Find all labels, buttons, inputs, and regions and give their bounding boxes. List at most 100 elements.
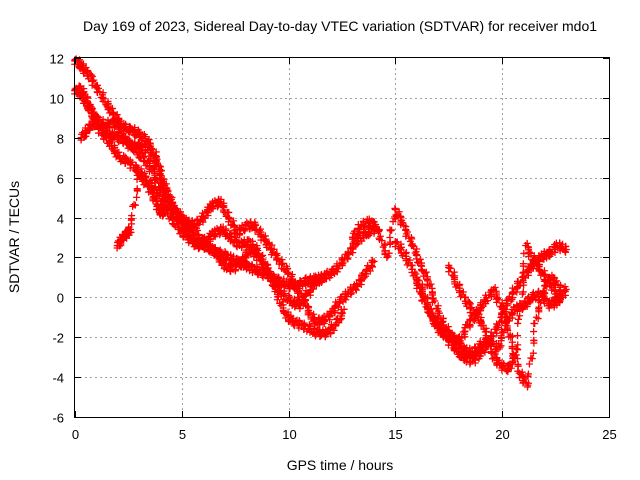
data-point-interp — [431, 297, 439, 305]
data-point-interp — [236, 230, 244, 238]
data-point-interp — [393, 238, 401, 246]
data-point-interp — [424, 302, 432, 310]
data-point-interp — [538, 293, 546, 301]
data-point-interp — [487, 349, 495, 357]
data-point-interp — [422, 268, 430, 276]
data-point-interp — [109, 109, 117, 117]
data-point-interp — [306, 322, 314, 330]
data-point-interp — [468, 303, 476, 311]
data-point-interp — [94, 119, 102, 127]
data-point-interp — [376, 232, 384, 240]
data-point-interp — [515, 282, 523, 290]
data-point-interp — [386, 240, 394, 248]
data-point-interp — [89, 78, 97, 86]
data-point-interp — [279, 259, 287, 267]
data-point-interp — [484, 297, 492, 305]
data-point-interp — [523, 239, 531, 247]
data-point-interp — [169, 215, 177, 223]
data-point-interp — [146, 140, 154, 148]
data-point-interp — [534, 315, 542, 323]
data-point-interp — [273, 252, 281, 260]
data-point-interp — [334, 265, 342, 273]
data-point-interp — [270, 245, 278, 253]
data-point-interp — [504, 326, 512, 334]
data-point-interp — [332, 322, 340, 330]
y-tick-label: 4 — [57, 212, 64, 227]
data-point-interp — [452, 283, 460, 291]
data-point — [524, 381, 532, 389]
data-point-interp — [151, 169, 159, 177]
data-point-interp — [318, 278, 326, 286]
data-point-interp — [463, 302, 471, 310]
data-point-interp — [519, 288, 527, 296]
data-point-interp — [249, 240, 257, 248]
data-point-interp — [375, 227, 383, 235]
data-point-interp — [368, 263, 376, 271]
data-point-interp — [343, 254, 351, 262]
data-point-interp — [330, 326, 338, 334]
data-point-interp — [272, 277, 280, 285]
data-point-interp — [217, 195, 225, 203]
axis-ticks: 0 5 10 15 20 25 -6 -4 -2 0 2 4 6 8 10 12 — [50, 52, 617, 443]
data-point-interp — [336, 316, 344, 324]
data-point-interp — [343, 292, 351, 300]
data-point-interp — [152, 175, 160, 183]
data-point-interp — [366, 230, 374, 238]
data-point-interp — [482, 332, 490, 340]
data-point-interp — [481, 348, 489, 356]
data-point-interp — [87, 71, 95, 79]
data-point-interp — [372, 221, 380, 229]
data-point-interp — [136, 139, 144, 147]
data-point-interp — [216, 231, 224, 239]
data-point-interp — [339, 259, 347, 267]
data-point-interp — [542, 295, 550, 303]
data-point-interp — [113, 119, 121, 127]
data-point-interp — [503, 301, 511, 309]
data-point-interp — [160, 197, 168, 205]
data-point-interp — [259, 258, 267, 266]
data-point-interp — [145, 143, 153, 151]
data-point-interp — [117, 158, 125, 166]
data-point-interp — [509, 359, 517, 367]
data-point — [383, 253, 391, 261]
data-point-interp — [299, 282, 307, 290]
data-point-interp — [93, 81, 101, 89]
data-point-interp — [487, 340, 495, 348]
data-point-interp — [158, 185, 166, 193]
x-tick-label: 5 — [179, 427, 186, 442]
data-point-interp — [378, 237, 386, 245]
data-point-interp — [101, 131, 109, 139]
data-point-interp — [356, 225, 364, 233]
data-point-interp — [520, 268, 528, 276]
data-point-interp — [354, 282, 362, 290]
x-tick-label: 15 — [388, 427, 402, 442]
data-point-interp — [458, 334, 466, 342]
data-point-interp — [204, 209, 212, 217]
data-point — [127, 226, 135, 234]
data-point-interp — [413, 251, 421, 259]
data-point-interp — [500, 308, 508, 316]
y-tick-label: 6 — [57, 172, 64, 187]
data-point — [556, 297, 564, 305]
data-point — [562, 245, 570, 253]
data-point-interp — [530, 336, 538, 344]
plot-frame — [74, 57, 610, 418]
data-point-interp — [112, 153, 120, 161]
data-point-interp — [514, 319, 522, 327]
data-point-interp — [197, 243, 205, 251]
data-point-interp — [90, 76, 98, 84]
data-point-interp — [252, 221, 260, 229]
data-point-interp — [255, 227, 263, 235]
data-point-interp — [230, 222, 238, 230]
data-point-interp — [385, 249, 393, 257]
data-point-interp — [291, 278, 299, 286]
data-point-interp — [415, 276, 423, 284]
data-point-interp — [428, 288, 436, 296]
data-point-interp — [404, 228, 412, 236]
data-point-interp — [519, 260, 527, 268]
data-point-interp — [279, 304, 287, 312]
data-point-interp — [531, 319, 539, 327]
data-point-interp — [492, 289, 500, 297]
data-point-interp — [514, 332, 522, 340]
data-point-interp — [264, 239, 272, 247]
